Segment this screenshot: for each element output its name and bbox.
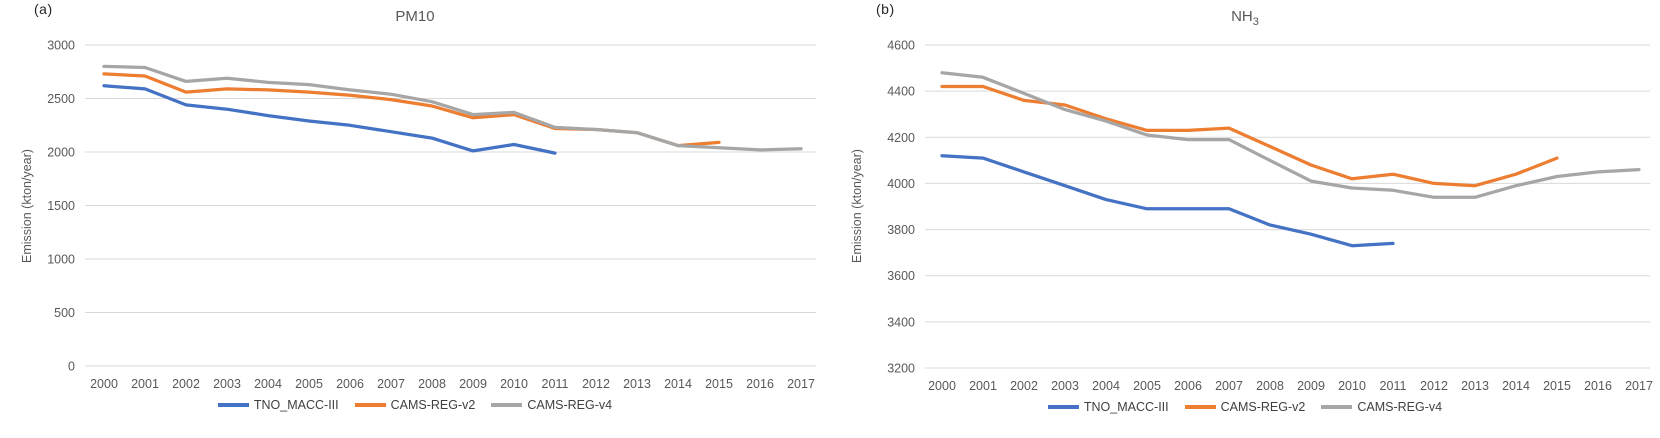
series-line-CAMS-REG-v4 xyxy=(940,71,1641,199)
x-tick-label: 2010 xyxy=(1338,379,1366,393)
legend-item-CAMS-REG-v2: CAMS-REG-v2 xyxy=(1184,400,1306,414)
y-tick-label: 2000 xyxy=(47,146,75,160)
y-tick-label: 4600 xyxy=(887,39,915,53)
x-tick-label: 2000 xyxy=(90,377,118,391)
x-tick-labels: 2000 2001 2002 2003 2004 2005 2006 2007 2008 2009… xyxy=(90,377,815,391)
chart-title-text: PM10 xyxy=(395,8,435,25)
legend-label: TNO_MACC-III xyxy=(253,398,339,412)
x-tick-label: 2017 xyxy=(787,377,815,391)
y-tick-label: 3800 xyxy=(887,223,915,237)
x-tick-label: 2015 xyxy=(1543,379,1571,393)
x-tick-label: 2005 xyxy=(295,377,323,391)
legend-label: CAMS-REG-v4 xyxy=(1357,400,1443,414)
y-tick-label: 1000 xyxy=(47,253,75,267)
x-tick-label: 2011 xyxy=(542,377,569,391)
legend-label: TNO_MACC-III xyxy=(1083,400,1169,414)
x-tick-label: 2003 xyxy=(213,377,241,391)
legend-nh3: TNO_MACC-III CAMS-REG-v2 CAMS-REG-v4 xyxy=(830,400,1660,414)
x-tick-label: 2009 xyxy=(1297,379,1325,393)
x-tick-label: 2017 xyxy=(1625,379,1653,393)
chart-title-nh3: NH3 xyxy=(830,8,1660,28)
series-line-CAMS-REG-v4 xyxy=(102,64,803,152)
chart-panel-nh3: (b) NH3 Emission (kton/year) 4600 4400 420… xyxy=(830,0,1660,438)
y-tick-label: 3600 xyxy=(887,269,915,283)
x-tick-label: 2012 xyxy=(582,377,610,391)
legend-item-TNO_MACC-III: TNO_MACC-III xyxy=(1047,400,1169,414)
legend-swatch xyxy=(1047,405,1079,409)
y-tick-label: 2500 xyxy=(47,92,75,106)
x-tick-label: 2007 xyxy=(1215,379,1243,393)
x-tick-label: 2013 xyxy=(1461,379,1489,393)
gridlines xyxy=(85,44,816,367)
legend-pm10: TNO_MACC-III CAMS-REG-v2 CAMS-REG-v4 xyxy=(0,398,830,412)
x-tick-label: 2003 xyxy=(1051,379,1079,393)
legend-item-TNO_MACC-III: TNO_MACC-III xyxy=(217,398,339,412)
y-tick-labels: 4600 4400 4200 4000 3800 3600 3400 3200 xyxy=(887,39,915,376)
x-tick-label: 2004 xyxy=(1092,379,1120,393)
y-tick-label: 4200 xyxy=(887,131,915,145)
x-tick-label: 2010 xyxy=(500,377,528,391)
legend-swatch xyxy=(354,403,386,407)
y-tick-label: 500 xyxy=(54,306,75,320)
legend-swatch xyxy=(217,403,249,407)
x-tick-label: 2012 xyxy=(1420,379,1448,393)
series-line-TNO_MACC-III xyxy=(102,84,557,155)
x-tick-label: 2009 xyxy=(459,377,487,391)
x-tick-label: 2007 xyxy=(377,377,405,391)
x-tick-label: 2016 xyxy=(746,377,774,391)
x-tick-label: 2013 xyxy=(623,377,651,391)
y-tick-label: 3400 xyxy=(887,315,915,329)
legend-item-CAMS-REG-v4: CAMS-REG-v4 xyxy=(491,398,612,412)
x-tick-label: 2002 xyxy=(1010,379,1038,393)
legend-swatch xyxy=(1321,405,1353,409)
x-tick-label: 2011 xyxy=(1380,379,1407,393)
chart-title-text: NH xyxy=(1231,8,1253,25)
legend-label: CAMS-REG-v2 xyxy=(1220,400,1306,414)
legend-label: CAMS-REG-v2 xyxy=(390,398,476,412)
legend-swatch xyxy=(491,403,523,407)
y-tick-label: 4000 xyxy=(887,177,915,191)
x-tick-label: 2015 xyxy=(705,377,733,391)
x-tick-label: 2000 xyxy=(928,379,956,393)
x-tick-label: 2008 xyxy=(418,377,446,391)
pm10-plot-area: 3000 2500 2000 1500 1000 500 0 2000 2001 2002 2003… xyxy=(47,39,816,391)
y-tick-label: 3200 xyxy=(887,362,915,376)
y-tick-label: 1500 xyxy=(47,199,75,213)
gridlines xyxy=(925,44,1650,369)
x-tick-label: 2014 xyxy=(664,377,692,391)
x-tick-label: 2008 xyxy=(1256,379,1284,393)
series-line-TNO_MACC-III xyxy=(940,154,1395,248)
x-tick-label: 2006 xyxy=(336,377,364,391)
x-tick-label: 2004 xyxy=(254,377,282,391)
panel-label-a: (a) xyxy=(34,1,53,17)
x-tick-label: 2001 xyxy=(131,377,159,391)
x-tick-labels: 2000 2001 2002 2003 2004 2005 2006 2007 2008 2009… xyxy=(928,379,1653,393)
chart-title-pm10: PM10 xyxy=(0,8,830,28)
x-tick-label: 2014 xyxy=(1502,379,1530,393)
x-tick-label: 2006 xyxy=(1174,379,1202,393)
y-tick-labels: 3000 2500 2000 1500 1000 500 0 xyxy=(47,39,75,374)
x-tick-label: 2005 xyxy=(1133,379,1161,393)
legend-item-CAMS-REG-v2: CAMS-REG-v2 xyxy=(354,398,476,412)
nh3-plot-area: 4600 4400 4200 4000 3800 3600 3400 3200 2000 2001… xyxy=(887,39,1653,394)
panel-label-b: (b) xyxy=(876,1,895,17)
x-tick-label: 2016 xyxy=(1584,379,1612,393)
legend-item-CAMS-REG-v4: CAMS-REG-v4 xyxy=(1321,400,1442,414)
chart-title-subscript: 3 xyxy=(1252,16,1259,28)
y-tick-label: 4400 xyxy=(887,85,915,99)
legend-swatch xyxy=(1184,405,1216,409)
x-tick-label: 2002 xyxy=(172,377,200,391)
y-tick-label: 3000 xyxy=(47,39,75,53)
series-line-CAMS-REG-v2 xyxy=(940,84,1559,188)
chart-panel-pm10: (a) PM10 Emission (kton/year) 3000 2500 20… xyxy=(0,1,830,412)
x-tick-label: 2001 xyxy=(969,379,997,393)
y-tick-label: 0 xyxy=(68,360,75,374)
legend-label: CAMS-REG-v4 xyxy=(527,398,613,412)
